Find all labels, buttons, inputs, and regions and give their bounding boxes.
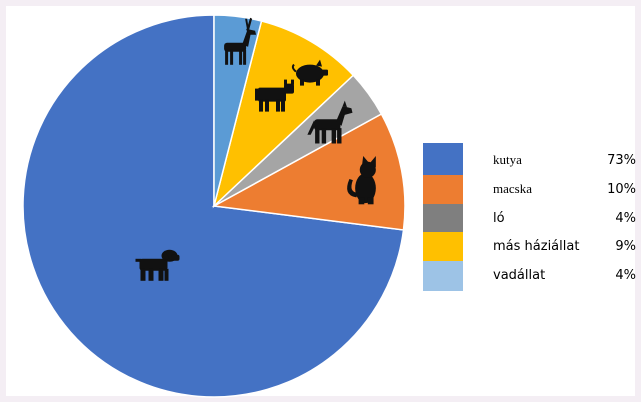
cat-icon [347, 156, 376, 205]
legend-percent-macska: 10% [607, 182, 636, 197]
legend-swatch-lo [423, 204, 463, 232]
cow-icon [255, 79, 294, 112]
pig-icon [291, 59, 328, 86]
slice-icons [135, 17, 376, 281]
pie-slice-macska [211, 112, 406, 231]
legend: kutya 73% macska 10% ló 4% más háziállat… [423, 143, 636, 291]
legend-label-macska: macska [493, 181, 532, 196]
legend-percent-kutya: 73% [607, 153, 636, 168]
legend-label-mas-haziallat: más háziállat [493, 239, 579, 254]
legend-label-lo: ló [493, 211, 505, 226]
legend-swatch-mas-haziallat [423, 232, 463, 261]
legend-swatch-vadallat [423, 261, 463, 291]
legend-label-vadallat: vadállat [493, 268, 545, 283]
dog-icon [135, 249, 180, 281]
horse-icon [307, 100, 353, 144]
legend-swatch-kutya [423, 143, 463, 175]
pie-slices [22, 14, 406, 398]
legend-percent-vadallat: 4% [615, 268, 636, 283]
legend-swatch-macska [423, 175, 463, 204]
deer-icon [224, 17, 257, 65]
legend-label-kutya: kutya [493, 152, 522, 167]
legend-percent-lo: 4% [615, 211, 636, 226]
legend-percent-mas-haziallat: 9% [615, 239, 636, 254]
